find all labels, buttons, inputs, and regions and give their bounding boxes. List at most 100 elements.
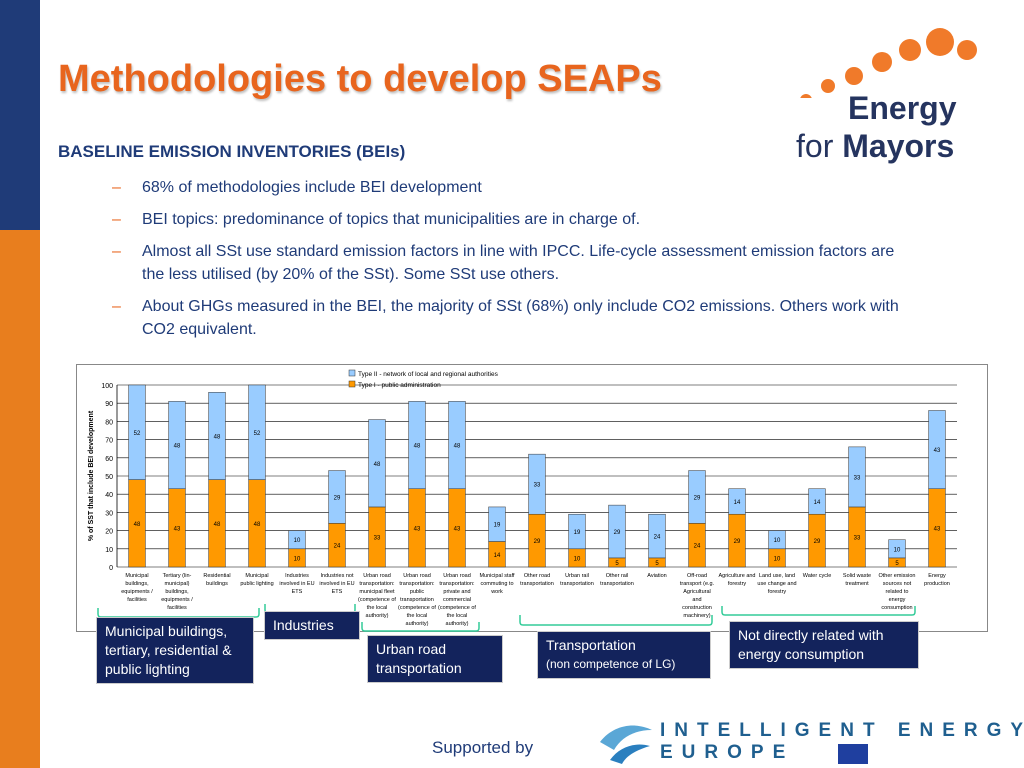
- logo-line-energy: Energy: [848, 90, 957, 126]
- x-tick-label: Energy: [928, 573, 946, 579]
- bar-segment: [328, 470, 346, 524]
- bar-segment: [808, 488, 826, 515]
- bar-data-label: 5: [895, 561, 899, 567]
- x-tick-label: Other rail: [606, 573, 629, 579]
- bar-data-label: 43: [414, 526, 421, 532]
- logo-mayors: Mayors: [842, 128, 955, 164]
- callout-urban-road: Urban road transportation: [367, 635, 503, 683]
- x-tick-label: municipal): [164, 581, 189, 587]
- y-tick-label: 90: [105, 401, 113, 408]
- bar-data-label: 48: [454, 444, 461, 450]
- bar-segment: [728, 488, 746, 515]
- bullet-dash: –: [112, 179, 121, 196]
- bar-data-label: 10: [894, 547, 901, 553]
- bullet-item: – About GHGs measured in the BEI, the maj…: [112, 295, 912, 341]
- bar-segment: [608, 504, 626, 559]
- x-tick-label: buildings,: [165, 589, 189, 595]
- legend-swatch: [348, 369, 356, 377]
- x-tick-label: commercial: [443, 597, 471, 603]
- callout-transportation: Transportation (non competence of LG): [537, 631, 711, 679]
- y-tick-label: 20: [105, 529, 113, 536]
- y-tick-label: 80: [105, 419, 113, 426]
- x-tick-label: buildings,: [125, 581, 149, 587]
- bullet-text: About GHGs measured in the BEI, the majo…: [142, 298, 899, 338]
- bar-data-label: 43: [934, 448, 941, 454]
- legend-label: Type I - public administration: [358, 382, 441, 389]
- y-tick-label: 70: [105, 438, 113, 445]
- bar-data-label: 43: [174, 526, 181, 532]
- x-tick-label: Agriculture and: [719, 573, 756, 579]
- energy-for-mayors-logo: Energy for Mayors: [790, 28, 990, 178]
- bullet-item: – BEI topics: predominance of topics that…: [112, 208, 912, 231]
- x-tick-label: related to: [886, 589, 909, 595]
- bar-segment: [288, 530, 306, 550]
- x-tick-label: Residential: [203, 573, 230, 579]
- bar-data-label: 33: [854, 535, 861, 541]
- callout-not-related: Not directly related with energy consump…: [729, 621, 919, 669]
- x-tick-label: (competence of: [398, 605, 436, 611]
- x-tick-label: sources not: [883, 581, 912, 587]
- legend-label: Type II - network of local and regional …: [358, 371, 499, 378]
- x-tick-label: equipments /: [161, 597, 193, 603]
- x-tick-label: transportation:: [359, 581, 395, 587]
- bar-data-label: 33: [534, 483, 541, 489]
- bar-data-label: 10: [294, 538, 301, 544]
- x-tick-label: Water cycle: [803, 573, 832, 579]
- y-tick-label: 30: [105, 510, 113, 517]
- x-tick-label: production: [924, 581, 950, 587]
- chart-svg: 0 10 20 30 40 50 60 70 80 90 100 % of SST that incl…: [88, 369, 957, 627]
- x-tick-label: equipments /: [121, 589, 153, 595]
- x-tick-label: Tertiary (lin-: [163, 573, 192, 579]
- x-tick-label: transport (e.g.: [680, 581, 715, 587]
- logo-line-mayors: for Mayors: [796, 128, 954, 165]
- bar-segment: [568, 513, 586, 550]
- bar-data-label: 10: [774, 538, 781, 544]
- x-tick-label: Urban rail: [565, 573, 589, 579]
- x-tick-label: public: [410, 589, 425, 595]
- bullet-dash: –: [112, 211, 121, 228]
- bar-segment: [768, 530, 786, 550]
- bar-data-label: 29: [534, 539, 541, 545]
- bar-data-label: 29: [614, 530, 621, 536]
- y-tick-label: 0: [109, 565, 113, 572]
- callout-municipal: Municipal buildings, tertiary, residenti…: [96, 617, 254, 684]
- bar-data-label: 33: [854, 475, 861, 481]
- x-tick-label: authority): [446, 621, 469, 627]
- eu-flag-icon: [838, 744, 868, 764]
- x-tick-label: and: [692, 597, 701, 603]
- bar-segment: [888, 539, 906, 559]
- x-tick-label: forestry: [768, 589, 787, 595]
- x-tick-label: authority): [366, 613, 389, 619]
- bar-data-label: 24: [334, 544, 341, 550]
- x-tick-label: transportation:: [399, 581, 435, 587]
- bar-segment: [928, 410, 946, 489]
- x-tick-label: authority): [406, 621, 429, 627]
- bar-segment: [448, 401, 466, 489]
- x-tick-label: Land use, land: [759, 573, 795, 579]
- bar-segment: [648, 513, 666, 559]
- iee-swirl-icon: [600, 725, 652, 764]
- x-tick-label: construction: [682, 605, 712, 611]
- left-bar-orange: [0, 230, 40, 768]
- x-tick-label: Municipal: [125, 573, 148, 579]
- x-tick-label: ETS: [332, 589, 343, 595]
- bar-data-label: 29: [814, 539, 821, 545]
- x-tick-label: transportation: [520, 581, 554, 587]
- bar-segment: [248, 384, 266, 480]
- intelligent-energy-europe-logo: INTELLIGENT ENERGY EUROPE: [596, 712, 1024, 768]
- bar-segment: [208, 392, 226, 480]
- bar-data-label: 29: [694, 495, 701, 501]
- x-tick-label: Aviation: [647, 573, 666, 579]
- bar-data-label: 19: [494, 523, 501, 529]
- bar-data-label: 14: [494, 553, 501, 559]
- bar-data-label: 33: [374, 535, 381, 541]
- bar-data-label: 48: [414, 444, 421, 450]
- bar-data-label: 48: [374, 462, 381, 468]
- x-tick-label: treatment: [845, 581, 869, 587]
- x-tick-label: municipal fleet: [359, 589, 395, 595]
- left-accent-bar: [0, 0, 40, 768]
- bar-data-label: 14: [734, 500, 741, 506]
- x-tick-label: involved in EU: [319, 581, 354, 587]
- x-tick-label: Other road: [524, 573, 550, 579]
- x-tick-label: Urban road: [363, 573, 391, 579]
